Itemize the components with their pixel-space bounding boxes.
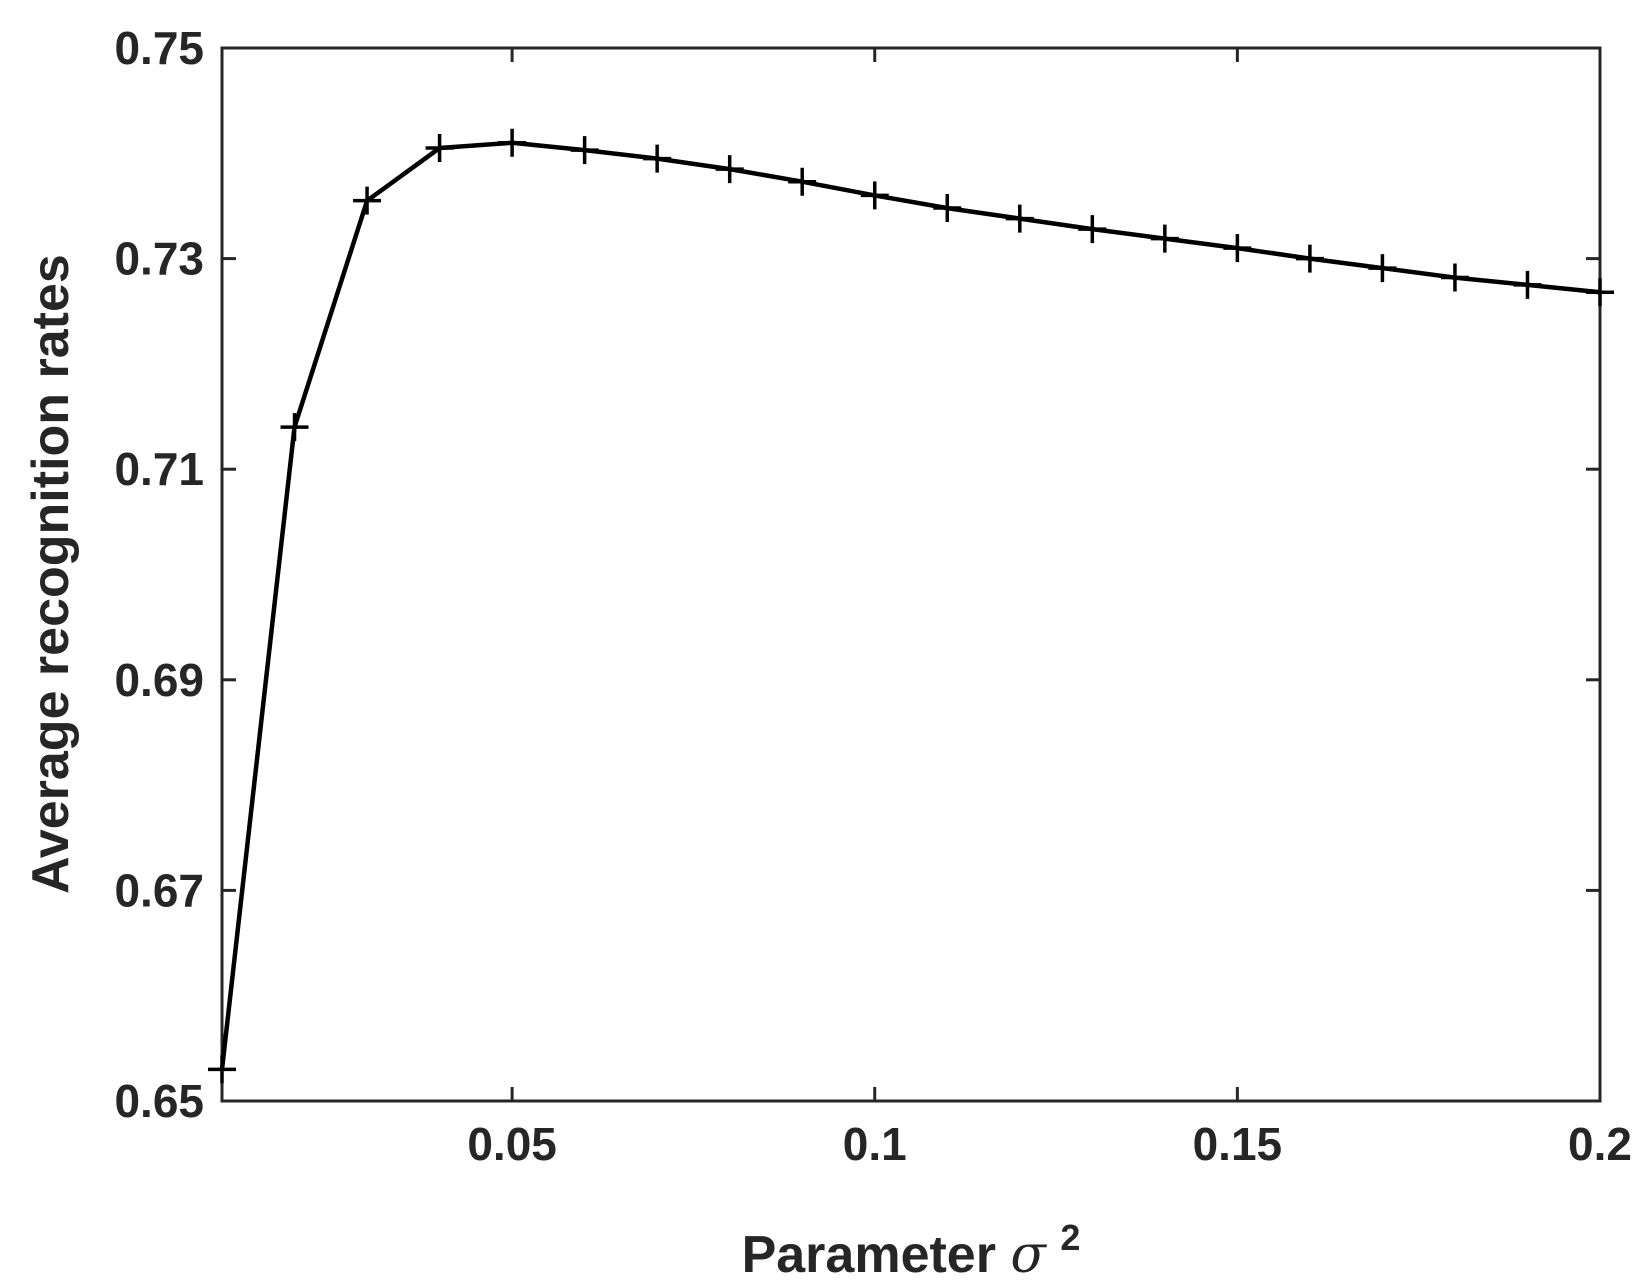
y-tick-label: 0.67 (114, 864, 204, 916)
y-tick-label: 0.73 (114, 233, 204, 285)
data-point-marker (1368, 254, 1397, 283)
data-point-marker (208, 1055, 236, 1084)
data-point-marker (715, 155, 744, 184)
x-axis-label-text: Parameter (742, 1226, 996, 1284)
x-tick-label: 0.1 (843, 1118, 907, 1170)
y-axis-label: Average recognition rates (22, 254, 80, 894)
x-tick-label: 0.05 (467, 1118, 557, 1170)
data-point-marker (1005, 204, 1034, 233)
x-axis-label-superscript: 2 (1060, 1217, 1080, 1258)
x-axis-label: Parameter σ 2 (742, 1217, 1081, 1285)
plot-area (220, 46, 1602, 1103)
data-point-marker (1440, 263, 1469, 292)
data-point-marker (788, 167, 817, 196)
data-point-marker (1223, 234, 1252, 263)
data-point-marker (1586, 278, 1614, 307)
x-axis-label-symbol: σ (1010, 1225, 1047, 1285)
x-tick-label: 0.15 (1193, 1118, 1283, 1170)
data-point-marker (933, 194, 962, 223)
y-tick-label: 0.71 (114, 443, 204, 495)
y-tick-label: 0.65 (114, 1075, 204, 1127)
data-point-marker (643, 144, 672, 173)
y-axis-ticks: 0.65 0.67 0.69 0.71 0.73 0.75 (114, 22, 1600, 1127)
y-tick-label: 0.75 (114, 22, 204, 74)
x-tick-label: 0.2 (1568, 1118, 1632, 1170)
data-point-marker (570, 136, 599, 165)
data-point-marker (498, 128, 527, 157)
data-point-marker (1150, 224, 1179, 253)
data-point-marker (1295, 244, 1324, 273)
data-point-marker (1513, 270, 1542, 299)
data-point-marker (425, 134, 454, 163)
data-point-marker (280, 413, 309, 442)
data-point-marker (860, 181, 889, 210)
data-point-marker (353, 186, 382, 215)
y-tick-label: 0.69 (114, 654, 204, 706)
series-layer (208, 128, 1614, 1084)
x-axis-ticks: 0.05 0.1 0.15 0.2 (467, 48, 1632, 1170)
data-point-marker (1078, 215, 1107, 244)
